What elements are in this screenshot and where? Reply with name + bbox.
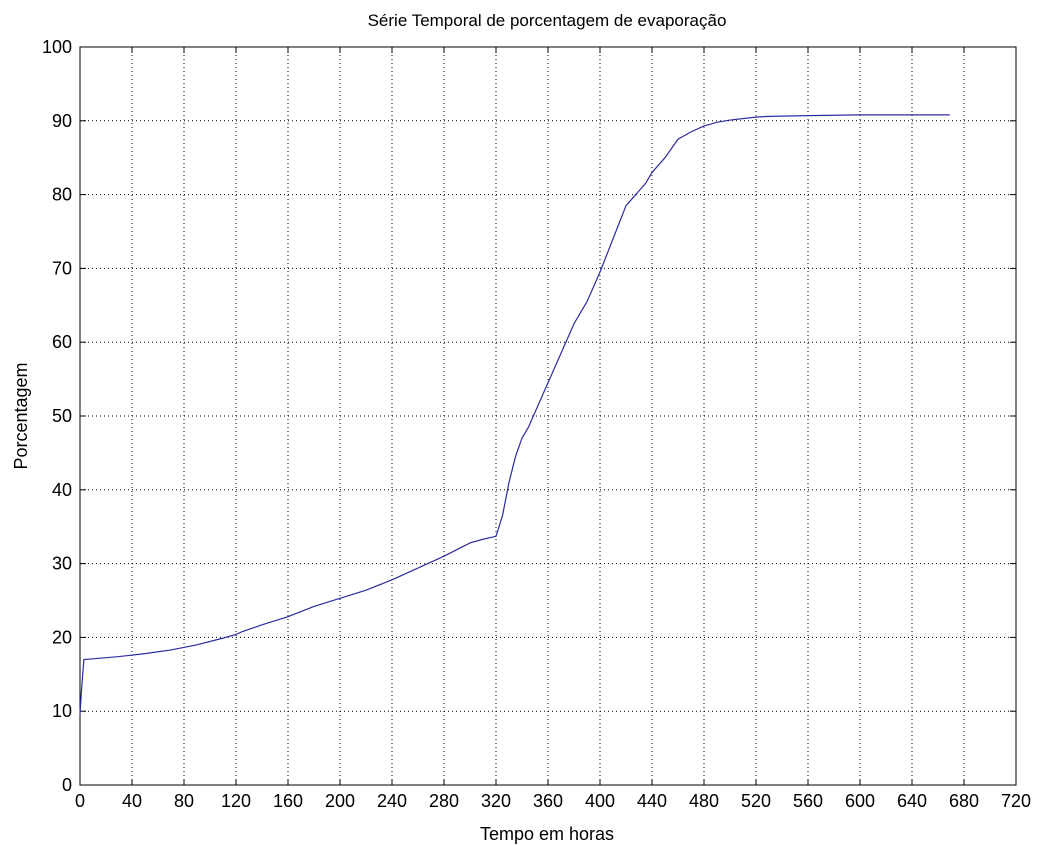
- x-tick-label: 280: [429, 791, 459, 811]
- y-tick-label: 80: [52, 185, 72, 205]
- y-tick-label: 100: [42, 37, 72, 57]
- y-tick-label: 40: [52, 480, 72, 500]
- x-tick-label: 640: [897, 791, 927, 811]
- y-tick-label: 30: [52, 554, 72, 574]
- x-tick-label: 0: [75, 791, 85, 811]
- x-tick-label: 80: [174, 791, 194, 811]
- x-tick-label: 400: [585, 791, 615, 811]
- x-axis-label: Tempo em horas: [480, 824, 614, 844]
- y-tick-label: 0: [62, 775, 72, 795]
- y-tick-label: 60: [52, 332, 72, 352]
- y-tick-label: 10: [52, 701, 72, 721]
- x-tick-label: 600: [845, 791, 875, 811]
- x-tick-label: 360: [533, 791, 563, 811]
- x-tick-label: 120: [221, 791, 251, 811]
- y-tick-label: 20: [52, 627, 72, 647]
- y-tick-label: 70: [52, 258, 72, 278]
- series-line: [79, 114, 950, 715]
- x-tick-label: 680: [949, 791, 979, 811]
- x-tick-label: 560: [793, 791, 823, 811]
- y-tick-labels: 0 10 20 30 40 50 60 70 80 90 100: [42, 37, 72, 795]
- y-tick-label: 90: [52, 111, 72, 131]
- x-tick-label: 520: [741, 791, 771, 811]
- tick-marks: [79, 46, 1017, 786]
- x-tick-label: 320: [481, 791, 511, 811]
- y-axis-label: Porcentagem: [11, 362, 31, 469]
- x-tick-label: 240: [377, 791, 407, 811]
- x-tick-labels: 0 40 80 120 160 200 240 280 320 360 400 440 480 520 56…: [75, 791, 1031, 811]
- chart-title: Série Temporal de porcentagem de evapora…: [368, 11, 727, 30]
- y-tick-label: 50: [52, 406, 72, 426]
- x-tick-label: 40: [122, 791, 142, 811]
- grid-lines: [80, 47, 1016, 785]
- x-tick-label: 200: [325, 791, 355, 811]
- x-tick-label: 160: [273, 791, 303, 811]
- x-tick-label: 480: [689, 791, 719, 811]
- x-tick-label: 440: [637, 791, 667, 811]
- x-tick-label: 720: [1001, 791, 1031, 811]
